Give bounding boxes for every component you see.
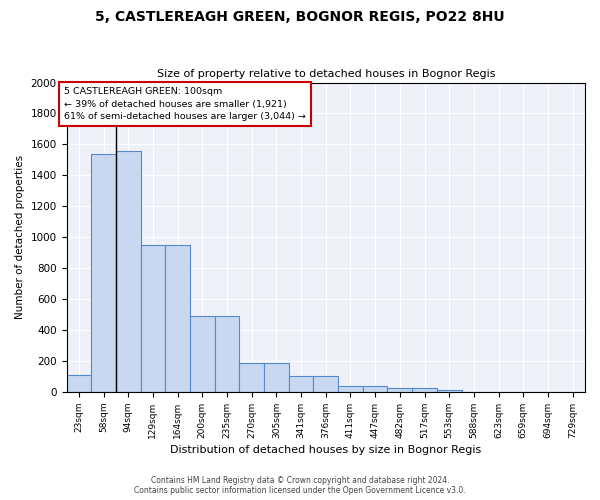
Bar xyxy=(215,316,239,392)
Bar xyxy=(165,245,190,392)
Bar xyxy=(67,375,91,392)
Bar xyxy=(388,388,412,392)
Bar xyxy=(289,376,313,392)
Bar xyxy=(91,154,116,392)
Bar xyxy=(437,390,461,392)
Bar xyxy=(116,150,140,392)
Y-axis label: Number of detached properties: Number of detached properties xyxy=(15,155,25,320)
Text: 5, CASTLEREAGH GREEN, BOGNOR REGIS, PO22 8HU: 5, CASTLEREAGH GREEN, BOGNOR REGIS, PO22… xyxy=(95,10,505,24)
Bar xyxy=(264,364,289,392)
Bar xyxy=(338,386,363,392)
Bar xyxy=(313,376,338,392)
Text: Contains HM Land Registry data © Crown copyright and database right 2024.
Contai: Contains HM Land Registry data © Crown c… xyxy=(134,476,466,495)
Bar xyxy=(239,364,264,392)
X-axis label: Distribution of detached houses by size in Bognor Regis: Distribution of detached houses by size … xyxy=(170,445,481,455)
Bar xyxy=(363,386,388,392)
Bar xyxy=(412,388,437,392)
Bar xyxy=(140,245,165,392)
Text: 5 CASTLEREAGH GREEN: 100sqm
← 39% of detached houses are smaller (1,921)
61% of : 5 CASTLEREAGH GREEN: 100sqm ← 39% of det… xyxy=(64,87,306,121)
Title: Size of property relative to detached houses in Bognor Regis: Size of property relative to detached ho… xyxy=(157,69,495,79)
Bar xyxy=(190,316,215,392)
